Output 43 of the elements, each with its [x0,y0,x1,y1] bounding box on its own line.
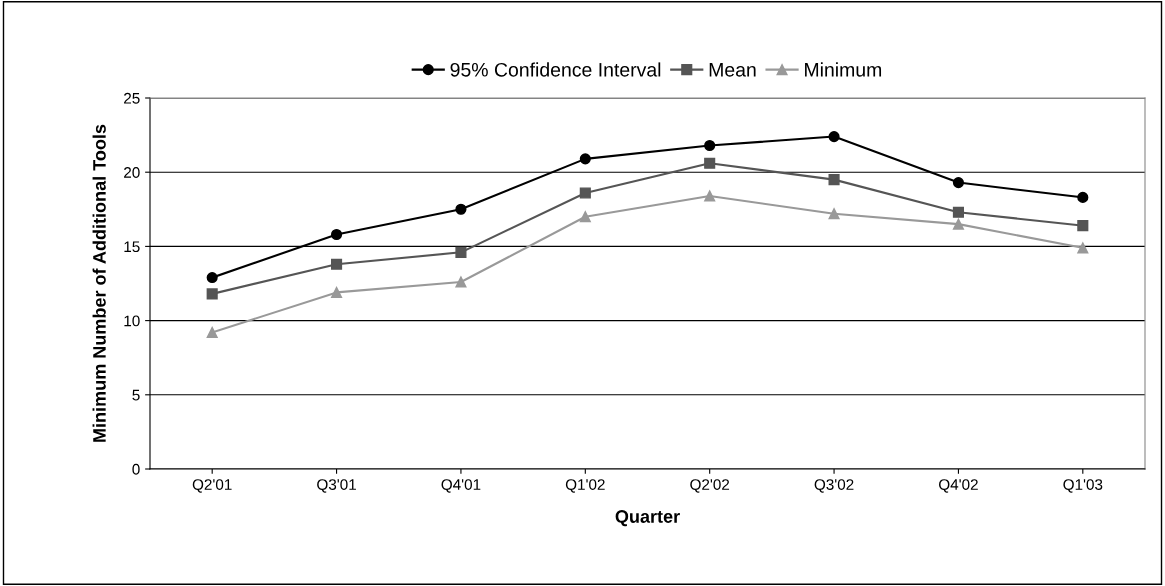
point [828,131,840,143]
x-axis-title: Quarter [615,510,680,527]
point [828,174,840,186]
point [704,157,716,169]
point [1077,242,1089,254]
x-tick-label: Q1'02 [565,479,605,493]
legend-label: 95% Confidence Interval [450,62,661,77]
legend-label: Minimum [805,62,882,77]
point [579,187,591,199]
point [331,258,343,270]
point [455,203,467,215]
legend-label: Mean [709,63,756,77]
y-tick-label: 15 [124,241,140,253]
y-tick-label: 25 [124,92,140,104]
point [952,218,964,230]
point [206,272,218,284]
point [828,208,840,220]
x-tick-label: Q3'01 [317,479,356,493]
y-tick-label: 20 [124,167,140,178]
y-tick-label: 0 [132,463,140,475]
point [952,206,964,218]
point [952,177,964,189]
point [455,246,467,258]
point [331,286,343,298]
x-tick-label: Q3'02 [814,479,854,493]
point [331,228,343,241]
point [1077,191,1089,203]
x-tick-label: Q4'01 [441,479,481,493]
y-axis-title: Minimum Number of Additional Tools [92,124,106,442]
y-tick-label: 5 [132,389,140,401]
x-tick-label: Q2'02 [690,479,730,493]
x-tick-label: Q2'01 [192,479,232,493]
point [704,190,716,202]
point [579,211,591,223]
point [579,153,591,165]
point [1077,220,1089,232]
x-tick-label: Q4'02 [939,479,978,493]
point [206,326,218,339]
point [704,139,716,152]
point [206,288,218,300]
y-tick-label: 10 [124,315,140,327]
point [455,276,467,288]
x-tick-label: Q1'03 [1063,479,1103,493]
